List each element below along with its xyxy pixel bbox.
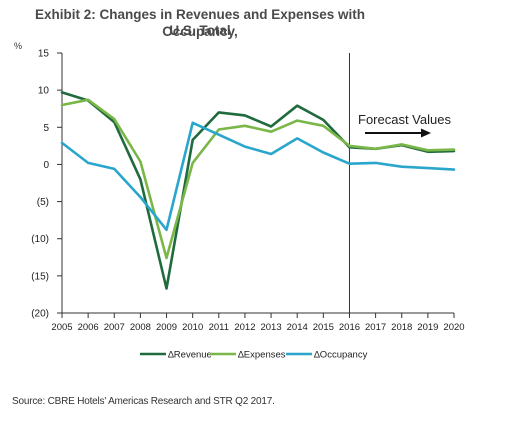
x-tick-label: 2016 bbox=[339, 322, 360, 333]
y-axis-unit: % bbox=[14, 41, 23, 51]
x-tick-label: 2008 bbox=[130, 322, 151, 333]
source-note: Source: CBRE Hotels' Americas Research a… bbox=[12, 396, 275, 407]
chart-title-line-2: U.S. Total bbox=[169, 23, 231, 38]
series-line-occupancy bbox=[60, 121, 456, 232]
forecast-label: Forecast Values bbox=[358, 112, 451, 127]
y-tick-label: 0 bbox=[43, 160, 49, 171]
x-tick-label: 2015 bbox=[313, 322, 334, 333]
x-tick-label: 2009 bbox=[156, 322, 177, 333]
x-tick-label: 2010 bbox=[182, 322, 203, 333]
y-tick-label: (20) bbox=[31, 309, 49, 320]
x-tick-label: 2005 bbox=[51, 322, 72, 333]
x-tick-label: 2018 bbox=[391, 322, 412, 333]
x-tick-label: 2006 bbox=[78, 322, 99, 333]
y-tick-label: 15 bbox=[38, 49, 50, 60]
x-tick-label: 2012 bbox=[234, 322, 255, 333]
y-tick-label: (15) bbox=[31, 271, 49, 282]
y-tick-label: (5) bbox=[37, 197, 49, 208]
legend-label: ∆Revenue bbox=[168, 350, 212, 361]
x-tick-label: 2014 bbox=[287, 322, 308, 333]
legend-label: ∆Expenses bbox=[238, 350, 286, 361]
x-tick-label: 2019 bbox=[417, 322, 438, 333]
series-line-expenses bbox=[60, 98, 456, 260]
chart-title-line-1: Exhibit 2: Changes in Revenues and Expen… bbox=[34, 7, 366, 39]
x-tick-label: 2007 bbox=[104, 322, 125, 333]
forecast-arrowhead bbox=[421, 128, 431, 138]
y-tick-label: (10) bbox=[31, 234, 49, 245]
legend-label: ∆Occupancy bbox=[314, 350, 368, 361]
x-tick-label: 2011 bbox=[209, 322, 229, 333]
x-tick-label: 2017 bbox=[365, 322, 386, 333]
y-tick-label: 5 bbox=[43, 123, 49, 134]
x-tick-label: 2013 bbox=[260, 322, 281, 333]
x-tick-label: 2020 bbox=[443, 322, 464, 333]
y-tick-label: 10 bbox=[38, 86, 50, 97]
